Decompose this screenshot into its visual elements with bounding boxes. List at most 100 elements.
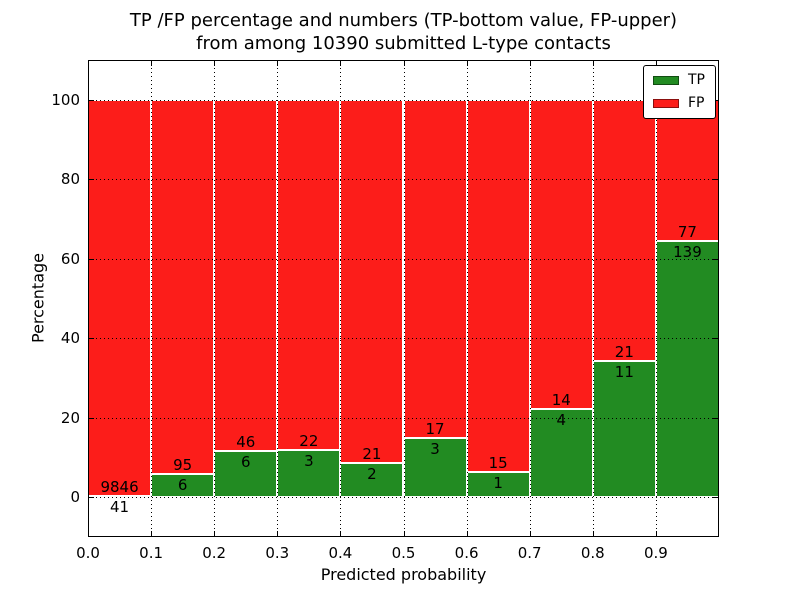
bar-tp-segment xyxy=(529,408,593,498)
y-tick-mark xyxy=(713,99,719,101)
tp-count-label: 3 xyxy=(430,439,440,458)
vertical-gridline xyxy=(277,60,279,537)
bar-fp-segment xyxy=(151,99,215,474)
x-tick-label: 0.6 xyxy=(454,544,479,562)
legend-swatch-tp xyxy=(653,76,679,85)
x-tick-label: 0.2 xyxy=(202,544,227,562)
chart-title: TP /FP percentage and numbers (TP-bottom… xyxy=(88,9,719,55)
y-tick-mark xyxy=(713,338,719,340)
horizontal-gridline xyxy=(88,497,719,499)
x-tick-mark xyxy=(214,60,216,66)
x-tick-mark xyxy=(277,60,279,66)
fp-count-label: 22 xyxy=(299,431,319,450)
tp-count-label: 11 xyxy=(614,362,634,381)
x-tick-mark xyxy=(592,531,594,537)
x-tick-mark xyxy=(403,531,405,537)
bars-layer xyxy=(88,60,719,537)
x-tick-mark xyxy=(214,531,216,537)
y-tick-mark xyxy=(713,417,719,419)
chart-title-line1: TP /FP percentage and numbers (TP-bottom… xyxy=(129,10,678,31)
legend: TP FP xyxy=(643,65,716,119)
tp-count-label: 2 xyxy=(367,464,377,483)
vertical-gridline xyxy=(655,60,657,537)
tp-count-label: 1 xyxy=(493,474,503,493)
horizontal-gridline xyxy=(88,417,719,419)
vertical-gridline xyxy=(151,60,153,537)
y-tick-mark xyxy=(713,179,719,181)
x-tick-mark xyxy=(403,60,405,66)
tp-count-label: 3 xyxy=(304,451,314,470)
y-tick-mark xyxy=(713,258,719,260)
bar-tp-segment xyxy=(592,360,656,498)
horizontal-gridline xyxy=(88,179,719,181)
x-tick-label: 0.3 xyxy=(265,544,290,562)
x-tick-mark xyxy=(466,531,468,537)
x-tick-label: 0.4 xyxy=(328,544,353,562)
x-tick-mark xyxy=(655,531,657,537)
x-tick-mark xyxy=(592,60,594,66)
vertical-gridline xyxy=(340,60,342,537)
y-tick-mark xyxy=(88,417,94,419)
fp-count-label: 21 xyxy=(614,342,634,361)
y-tick-label: 40 xyxy=(60,329,80,348)
fp-count-label: 17 xyxy=(425,419,445,438)
y-tick-mark xyxy=(88,338,94,340)
fp-count-label: 95 xyxy=(173,455,193,474)
x-tick-mark xyxy=(277,531,279,537)
horizontal-gridline xyxy=(88,99,719,101)
fp-count-label: 46 xyxy=(236,433,256,452)
x-tick-label: 0.9 xyxy=(643,544,668,562)
fp-count-label: 15 xyxy=(488,454,508,473)
y-tick-mark xyxy=(88,258,94,260)
x-tick-label: 0.5 xyxy=(391,544,416,562)
bar-fp-segment xyxy=(655,99,719,242)
x-tick-label: 0.1 xyxy=(139,544,164,562)
x-tick-mark xyxy=(718,60,719,66)
x-tick-mark xyxy=(151,531,153,537)
grid-layer xyxy=(88,60,719,537)
x-tick-mark xyxy=(340,60,342,66)
tp-count-label: 6 xyxy=(177,475,188,494)
vertical-gridline xyxy=(403,60,405,537)
y-tick-mark xyxy=(88,179,94,181)
horizontal-gridline xyxy=(88,338,719,340)
tp-count-label: 41 xyxy=(110,497,130,516)
bar-tp-segment xyxy=(655,241,719,498)
vertical-gridline xyxy=(529,60,531,537)
y-tick-mark xyxy=(88,99,94,101)
chart-title-line2: from among 10390 submitted L-type contac… xyxy=(196,33,611,54)
vertical-gridline xyxy=(214,60,216,537)
y-tick-label: 60 xyxy=(60,249,80,268)
ticks-layer xyxy=(88,60,719,537)
x-tick-mark xyxy=(529,531,531,537)
plot-area: 9846 41 95 6 46 6 22 3 21 2 17 3 15 1 14 4 21 11 77 139 TP F… xyxy=(88,60,719,537)
bar-tp-segment xyxy=(403,437,467,498)
bar-fp-segment xyxy=(88,99,152,496)
vertical-gridline xyxy=(466,60,468,537)
x-tick-label: 0.8 xyxy=(580,544,605,562)
legend-label-tp: TP xyxy=(688,72,705,88)
bar-fp-segment xyxy=(592,99,656,361)
x-tick-mark xyxy=(340,531,342,537)
x-axis-label: Predicted probability xyxy=(320,565,487,584)
x-tick-mark xyxy=(718,531,719,537)
horizontal-gridline xyxy=(88,258,719,260)
bar-fp-segment xyxy=(340,99,404,463)
vertical-gridline xyxy=(592,60,594,537)
y-tick-label: 80 xyxy=(60,170,80,189)
legend-item: TP xyxy=(653,73,705,88)
y-tick-label: 20 xyxy=(60,408,80,427)
x-tick-label: 0.7 xyxy=(517,544,542,562)
x-tick-mark xyxy=(151,60,153,66)
y-tick-label: 100 xyxy=(51,90,80,109)
bar-labels-layer: 9846 41 95 6 46 6 22 3 21 2 17 3 15 1 14 4 21 11 77 139 xyxy=(88,60,719,537)
y-tick-label: 0 xyxy=(70,488,80,507)
x-tick-mark xyxy=(529,60,531,66)
fp-count-label: 14 xyxy=(551,390,571,409)
legend-swatch-fp xyxy=(653,99,679,108)
x-tick-mark xyxy=(88,531,89,537)
x-tick-mark xyxy=(88,60,89,66)
x-tick-mark xyxy=(655,60,657,66)
x-tick-mark xyxy=(466,60,468,66)
